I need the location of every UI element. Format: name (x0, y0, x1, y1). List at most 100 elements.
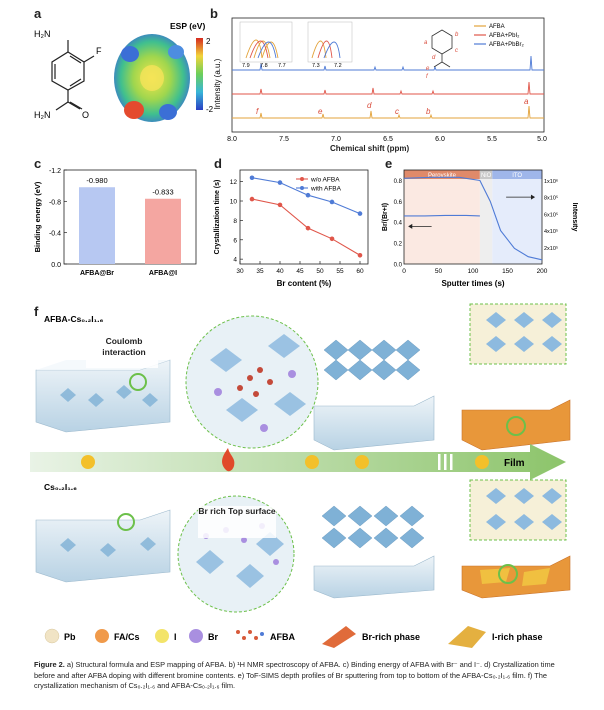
chart-c-ytick-label: 0.0 (51, 262, 61, 269)
chart-d-ytick-label: 12 (230, 179, 238, 186)
legend-br-marker (189, 629, 203, 643)
chart-c-frame (63, 169, 197, 265)
esp-title: ESP (eV) (170, 21, 205, 31)
panel-a-label: a (34, 6, 42, 21)
chart-e-ytick-label: 0.2 (394, 242, 403, 248)
legend-i-rich: I-rich phase (492, 632, 543, 642)
nmr-ylabel: Intensity (a.u.) (213, 58, 222, 109)
chart-c-ytick-label: -0.8 (49, 199, 61, 206)
peak-letter-d: d (367, 101, 372, 110)
chart-d-point (305, 225, 311, 231)
struct-letter-d: d (432, 55, 436, 61)
struct-letter-b: b (455, 32, 459, 38)
chart-c-category-label: AFBA@Br (80, 270, 114, 277)
chart-e-xtick-label: 200 (537, 268, 548, 275)
caption-text: a) Structural formula and ESP mapping of… (34, 660, 555, 691)
nmr-spectrum-afba-pbi2 (232, 81, 544, 95)
chart-e-ylabel: Br/(Br+I) (382, 203, 389, 231)
panel-f-legend: Pb FA/Cs I Br AFBA Br-rich phase I-rich … (44, 626, 543, 648)
esp-min-label: -2 (206, 105, 214, 114)
inset-right-tick-1: 7.3 (312, 63, 320, 69)
legend-pb: Pb (64, 632, 76, 642)
chart-d-point (357, 252, 363, 258)
chart-d-point (277, 202, 283, 208)
top-middle-crystal (313, 339, 435, 451)
chart-e-region-band (404, 170, 480, 264)
nmr-xtick: 8.0 (227, 136, 237, 143)
inset-right-tick-2: 7.2 (334, 63, 342, 69)
panel-f-mechanism: AFBA-Cs₀.₂I₁.₆ Cs₀.₂I₁.₆ Coulomb in (30, 303, 571, 648)
br-rich-label: Br rich Top surface (198, 506, 276, 516)
chart-e-ytick-label: 0.0 (394, 263, 403, 269)
peak-letter-c: c (395, 107, 399, 116)
chart-e-y2label: Intensity (571, 203, 578, 232)
panel-b-label: b (210, 6, 218, 21)
chart-d-xtick-label: 60 (356, 268, 364, 275)
chart-d-xtick-label: 40 (276, 268, 284, 275)
chart-d-legend-label: with AFBA (310, 186, 342, 193)
peak-letter-f: f (256, 107, 259, 116)
legend-i-rich-marker (448, 626, 486, 648)
chart-e-region-header (479, 170, 493, 179)
legend-i: I (174, 632, 177, 642)
amide-oxygen-label: O (82, 110, 89, 120)
nmr-legend-afba: AFBA (489, 24, 505, 30)
chart-e-xlabel: Sputter times (s) (441, 279, 504, 288)
nmr-xtick: 6.0 (435, 136, 445, 143)
amine-group-label: H₂N (34, 29, 51, 39)
nmr-xtick: 6.5 (383, 136, 393, 143)
coulomb-interaction-label: Coulomb interaction (102, 336, 146, 357)
chart-d-point (329, 199, 335, 205)
peak-letter-b: b (426, 107, 431, 116)
top-zoom-circle (185, 315, 319, 449)
chart-e-region-band (479, 170, 493, 264)
chart-d-point (305, 192, 311, 198)
peak-letter-e: e (318, 107, 323, 116)
panel-c-label: c (34, 156, 42, 171)
chart-c-ytick-label: -0.4 (49, 231, 61, 238)
nmr-xlabel: Chemical shift (ppm) (330, 144, 410, 153)
chart-c-ytick-label: -1.2 (49, 168, 61, 175)
chart-e-xtick-label: 100 (468, 268, 479, 275)
chart-d-xtick-label: 50 (316, 268, 324, 275)
amide-group-label: H₂N (34, 110, 51, 120)
nmr-legend-afba-pbi2: AFBA+PbI₂ (489, 33, 520, 39)
chart-e-region-band (492, 170, 542, 264)
chart-d-ylabel: Crystallization time (s) (214, 180, 221, 255)
chart-e-y2tick-label: 2x10⁵ (544, 245, 558, 252)
panel-d-label: d (214, 156, 222, 171)
chart-d-xtick-label: 30 (236, 268, 244, 275)
chart-d-ytick-label: 8 (233, 218, 237, 225)
chart-e-arrowhead-right (530, 194, 536, 200)
chart-e-series-line (403, 176, 543, 261)
chart-d-crystallization: 30 35 40 45 50 55 60 4 6 8 10 12 w/o AFBA with AFBA Br… (214, 169, 369, 288)
process-arrow (30, 444, 566, 480)
inset-left-tick-1: 7.9 (242, 63, 250, 69)
top-solution-box (35, 359, 171, 433)
chart-e-y2tick-label: 1x10⁶ (544, 178, 558, 185)
nmr-xtick: 7.0 (331, 136, 341, 143)
chart-d-point (249, 175, 255, 181)
bottom-right-film (461, 479, 571, 599)
chart-c-binding-energy: -1.2 -0.8 -0.4 0.0 -0.980 AFBA@Br -0.833 AFBA@I… (33, 168, 197, 277)
legend-afba: AFBA (270, 632, 295, 642)
chart-e-region-header (492, 170, 542, 179)
struct-letter-c: c (455, 48, 458, 54)
chart-e-y2tick-label: 4x10⁵ (544, 228, 558, 235)
chart-e-y2tick-label: 6x10⁵ (544, 211, 558, 218)
nmr-legend-afba-pbbr2: AFBA+PbBr₂ (489, 42, 525, 48)
fluoro-label: F (96, 46, 102, 56)
inset-left-tick-2: 7.8 (260, 63, 268, 69)
top-right-film (461, 303, 571, 451)
legend-pb-marker (44, 628, 60, 644)
chart-d-xtick-label: 55 (336, 268, 344, 275)
nmr-xtick: 7.5 (279, 136, 289, 143)
chart-d-point (357, 211, 363, 216)
film-label: Film (504, 458, 525, 469)
chart-c-ylabel: Binding energy (eV) (33, 181, 42, 252)
chart-e-region-label: Perovskite (428, 173, 457, 179)
chart-e-region-header (404, 170, 480, 179)
chart-d-xtick-label: 35 (256, 268, 264, 275)
chart-e-region-label: NiO (481, 173, 492, 179)
chart-d-point (277, 180, 283, 185)
